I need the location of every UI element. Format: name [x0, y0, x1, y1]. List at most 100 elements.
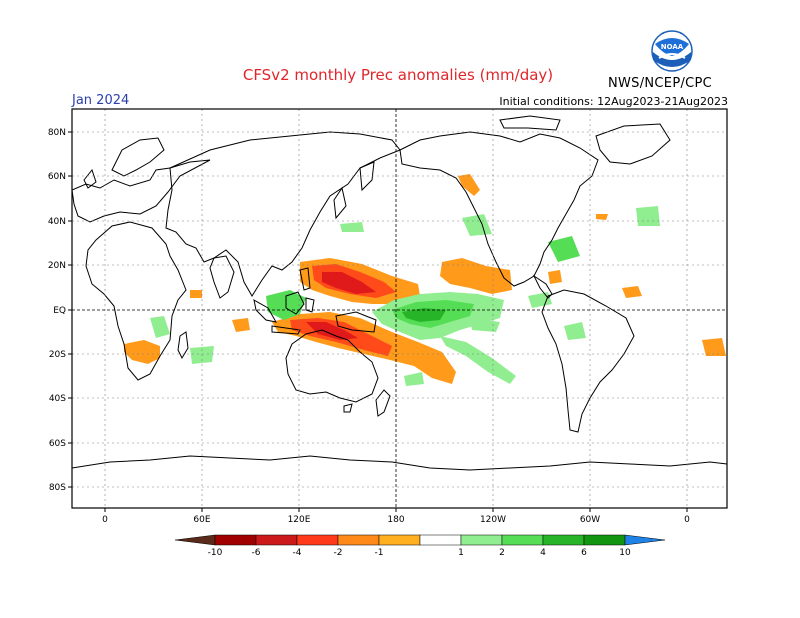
colorbar-tick-label: -4: [293, 548, 302, 558]
dry-anomaly-maritime-south-strong: [306, 322, 358, 340]
lat-label: 20S: [49, 350, 66, 360]
colorbar-tick-label: -10: [208, 548, 223, 558]
colorbar-arrow-left: [174, 534, 216, 546]
reference-lines: [72, 109, 727, 508]
agency-label: NWS/NCEP/CPC: [608, 76, 713, 91]
dry-anomaly-central-pacific: [440, 258, 512, 294]
latitude-labels: 80N 60N 40N 20N EQ 20S 40S 60S 80S: [48, 128, 66, 493]
wet-anomaly-east-pacific: [470, 318, 500, 332]
wet-anomaly-spcz: [440, 336, 516, 384]
gridlines: [72, 109, 727, 508]
dry-anomaly-maritime-north-strong: [322, 272, 376, 294]
anomaly-layer: [124, 174, 726, 386]
lon-label: 120W: [480, 515, 506, 525]
colorbar-tick-label: -1: [375, 548, 384, 558]
colorbar-segment: [583, 534, 626, 546]
wet-anomaly-sw-pacific: [404, 372, 424, 386]
map-frame: [71, 108, 728, 509]
chart-title: CFSv2 monthly Prec anomalies (mm/day): [242, 66, 554, 84]
wet-anomaly-east-africa: [150, 316, 170, 338]
lat-label: 60S: [49, 439, 66, 449]
colorbar: -10 -6 -4 -2 -1 1 2 4 6 10: [174, 534, 666, 558]
coast-central-america: [532, 274, 553, 299]
coast-africa: [85, 221, 187, 381]
colorbar-tick-label: 1: [458, 548, 464, 558]
coast-new-guinea: [335, 311, 377, 333]
lon-label: 180: [387, 515, 404, 525]
colorbar-arrow-right: [624, 534, 666, 546]
coast-asia: [165, 131, 401, 297]
noaa-logo-text: NOAA: [661, 43, 684, 51]
lon-label: 60W: [580, 515, 600, 525]
lat-label: EQ: [53, 306, 66, 316]
noaa-logo-icon: NOAA: [651, 30, 693, 72]
lat-label: 60N: [48, 172, 66, 182]
colorbar-segment: [296, 534, 339, 546]
dry-anomaly-atlantic: [622, 286, 642, 298]
colorbar-segment: [542, 534, 585, 546]
forecast-month: Jan 2024: [72, 93, 130, 108]
wet-anomaly-na-west: [462, 214, 492, 236]
coastlines: [72, 115, 727, 471]
coast-antarctica: [72, 455, 727, 471]
coast-uk: [83, 168, 97, 189]
lat-label: 40N: [48, 217, 66, 227]
coast-madagascar: [177, 331, 189, 360]
colorbar-tick-label: 2: [499, 548, 505, 558]
coast-arctic-islands: [499, 115, 561, 131]
coast-south-america: [541, 289, 635, 433]
colorbar-tick-label: -6: [252, 548, 261, 558]
lon-label: 0: [102, 515, 108, 525]
wet-anomaly-brazil: [564, 322, 586, 340]
coast-greenland: [595, 123, 671, 165]
colorbar-segment: [419, 534, 462, 546]
coast-kamchatka: [359, 161, 375, 192]
coast-australia: [285, 329, 379, 403]
dry-anomaly-alaska: [458, 174, 480, 196]
tick-marks: [68, 131, 688, 512]
coast-sumatra: [253, 299, 277, 323]
wet-anomaly-equatorial-pacific-strong: [402, 308, 446, 322]
lon-label: 60E: [193, 515, 210, 525]
lon-label: 120E: [288, 515, 311, 525]
lat-label: 40S: [49, 394, 66, 404]
initial-conditions: Initial conditions: 12Aug2023-21Aug2023: [499, 95, 728, 108]
coast-japan: [333, 186, 347, 220]
dry-anomaly-north-atlantic: [596, 214, 608, 220]
colorbar-segment: [337, 534, 380, 546]
lat-label: 20N: [48, 261, 66, 271]
dry-anomaly-indian-ocean: [232, 318, 250, 332]
colorbar-segment: [460, 534, 503, 546]
dry-anomaly-brazil: [702, 338, 726, 356]
dry-anomalies: [124, 174, 726, 384]
wet-anomaly-mexico: [528, 292, 552, 308]
colorbar-segment: [255, 534, 298, 546]
colorbar-tick-label: -2: [334, 548, 343, 558]
wet-anomaly-north-pacific: [340, 222, 364, 232]
lon-label: 0: [684, 515, 690, 525]
colorbar-tick-label: 4: [540, 548, 546, 558]
coast-tasmania: [343, 403, 353, 413]
wet-anomaly-north-atlantic: [636, 206, 660, 226]
colorbar-segment: [214, 534, 257, 546]
coast-sulawesi: [305, 297, 315, 313]
coast-borneo: [285, 291, 305, 315]
coast-india: [209, 255, 235, 299]
lat-label: 80N: [48, 128, 66, 138]
coast-java: [271, 325, 301, 335]
colorbar-segment: [378, 534, 421, 546]
colorbar-segment: [501, 534, 544, 546]
dry-anomaly-caribbean: [548, 270, 562, 284]
coast-scandinavia: [111, 137, 165, 177]
dry-anomaly-southern-africa: [124, 340, 160, 364]
coast-new-zealand: [375, 389, 391, 417]
dry-anomaly-africa-west: [190, 290, 202, 298]
colorbar-tick-label: 10: [619, 548, 631, 558]
wet-anomaly-na-east: [548, 236, 580, 262]
coast-north-america: [399, 131, 599, 287]
longitude-labels: 0 60E 120E 180 120W 60W 0: [102, 515, 690, 525]
lat-label: 80S: [49, 483, 66, 493]
colorbar-tick-label: 6: [581, 548, 587, 558]
coast-europe: [72, 159, 211, 223]
